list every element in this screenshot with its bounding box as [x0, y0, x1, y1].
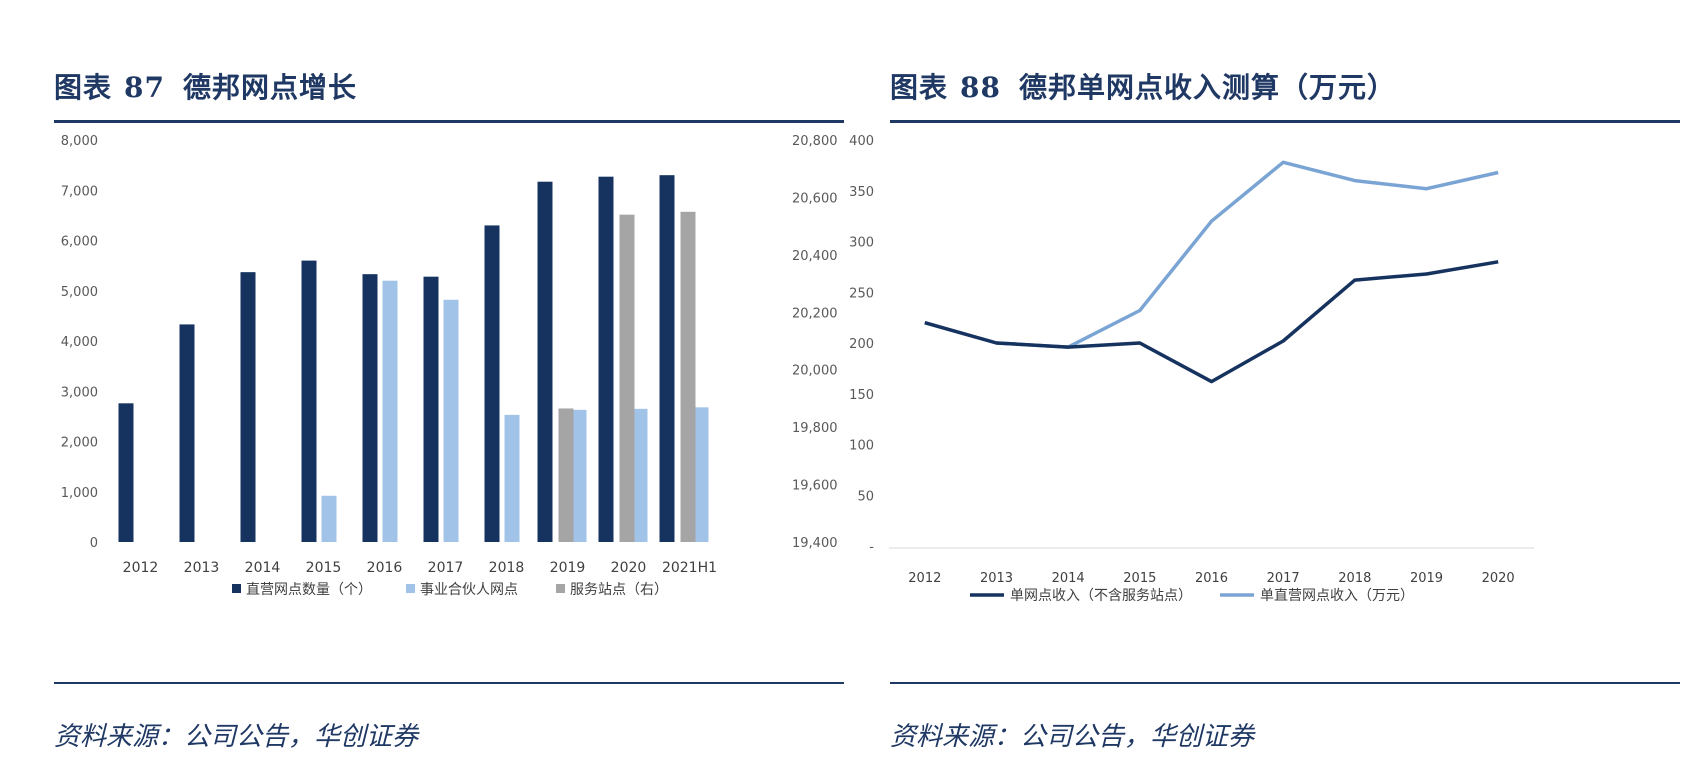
right-title-rule [890, 120, 1680, 123]
bar-station [619, 214, 635, 542]
right-y-tick-label: 20,000 [792, 364, 838, 379]
bar-partner [321, 495, 337, 542]
line-x-tick-label: 2014 [1052, 571, 1085, 586]
line-y-tick-label: 200 [849, 337, 874, 352]
right-y-tick-label: 20,200 [792, 306, 838, 321]
bar-direct [362, 274, 378, 542]
left-y-tick-label: 5,000 [61, 285, 98, 300]
line-y-tick-label: 300 [849, 236, 874, 251]
line-y-tick-label: 400 [849, 134, 874, 149]
left-y-tick-label: 4,000 [61, 335, 98, 350]
left-x-tick-label: 2012 [123, 560, 159, 576]
line-x-tick-label: 2016 [1195, 571, 1228, 586]
left-y-tick-label: 8,000 [61, 134, 98, 149]
left-bottom-rule [54, 682, 844, 684]
bar-station [558, 408, 574, 542]
left-title-prefix: 图表 [54, 71, 113, 104]
left-bar-chart: 0 1,000 2,000 3,000 4,000 5,000 6,000 7,000 8,00… [61, 134, 838, 598]
line-x-tick-label: 2017 [1267, 571, 1300, 586]
bar-direct [301, 260, 317, 542]
line-y-tick-label: 50 [857, 489, 874, 504]
left-source-note: 资料来源：公司公告，华创证券 [54, 722, 419, 752]
left-x-tick-label: 2021H1 [662, 560, 717, 576]
bar-partner [693, 407, 709, 542]
left-panel: 图表 87 德邦网点增长 0 1,000 2,000 3,000 4,000 5,000 6,0… [54, 66, 844, 752]
left-x-tick-label: 2014 [245, 560, 281, 576]
bar-direct [240, 272, 256, 542]
legend-label: 直营网点数量（个） [246, 581, 372, 598]
line-y-tick-label: - [869, 540, 874, 555]
right-source-note: 资料来源：公司公告，华创证券 [890, 722, 1255, 752]
left-chart-title: 图表 87 德邦网点增长 [54, 66, 357, 106]
right-title-prefix: 图表 [890, 71, 949, 104]
right-y-tick-label: 20,600 [792, 191, 838, 206]
left-y-tick-label: 6,000 [61, 235, 98, 250]
legend-swatch-station [556, 584, 565, 593]
series-line-per-direct-outlet [924, 160, 1499, 349]
bar-partner [443, 299, 459, 542]
legend-label: 单直营网点收入（万元） [1260, 587, 1414, 604]
right-y-tick-label: 19,800 [792, 421, 838, 436]
bar-direct [423, 276, 439, 542]
left-x-tick-label: 2018 [489, 560, 525, 576]
line-y-tick-label: 150 [849, 388, 874, 403]
right-y-tick-label: 19,600 [792, 479, 838, 494]
bar-partner [382, 280, 398, 542]
left-title-rule [54, 120, 844, 123]
bar-direct [179, 324, 195, 542]
line-x-tick-label: 2012 [908, 571, 941, 586]
legend-label: 单网点收入（不含服务站点） [1010, 588, 1192, 604]
line-x-tick-label: 2015 [1123, 571, 1156, 586]
legend-swatch-direct [232, 584, 241, 593]
line-x-tick-label: 2020 [1482, 571, 1515, 586]
bar-station [680, 211, 696, 542]
legend-swatch-partner [406, 584, 415, 593]
right-panel: 图表 88 德邦单网点收入测算（万元） - 50 100 150 200 250 300 350 4… [844, 0, 1688, 770]
bar-direct [659, 175, 675, 543]
right-title-text: 德邦单网点收入测算（万元） [1018, 71, 1396, 104]
left-x-tick-label: 2013 [184, 560, 220, 576]
line-y-tick-label: 100 [849, 439, 874, 454]
bar-partner [632, 408, 648, 542]
right-line-chart: - 50 100 150 200 250 300 350 400 2012 2013 2014 2015… [849, 134, 1534, 604]
series-line-per-outlet [924, 260, 1499, 384]
left-x-tick-label: 2020 [611, 560, 647, 576]
right-y-tick-label: 19,400 [792, 536, 838, 551]
right-bottom-rule [890, 682, 1680, 684]
left-y-tick-label: 7,000 [61, 184, 98, 199]
bar-direct [484, 225, 500, 543]
bar-partner [571, 409, 587, 542]
line-y-tick-label: 250 [849, 286, 874, 301]
left-y-tick-label: 1,000 [61, 486, 98, 501]
left-y-tick-label: 0 [90, 536, 98, 551]
left-x-tick-label: 2016 [367, 560, 403, 576]
left-title-text: 德邦网点增长 [182, 71, 357, 104]
line-x-tick-label: 2018 [1338, 571, 1371, 586]
right-title-number: 88 [960, 71, 1001, 104]
right-chart-title: 图表 88 德邦单网点收入测算（万元） [890, 66, 1396, 106]
bar-direct [598, 176, 614, 542]
left-y-tick-label: 3,000 [61, 385, 98, 400]
left-x-tick-label: 2019 [550, 560, 586, 576]
right-y-tick-label: 20,800 [792, 134, 838, 149]
line-x-tick-label: 2013 [980, 571, 1013, 586]
left-x-tick-label: 2015 [306, 560, 342, 576]
left-title-number: 87 [124, 71, 165, 104]
bar-direct [537, 181, 553, 542]
left-y-tick-label: 2,000 [61, 436, 98, 451]
bar-partner [504, 414, 520, 542]
line-y-tick-label: 350 [849, 185, 874, 200]
left-x-tick-label: 2017 [428, 560, 464, 576]
line-x-tick-label: 2019 [1410, 571, 1443, 586]
legend-label: 事业合伙人网点 [420, 582, 518, 598]
right-y-tick-label: 20,400 [792, 249, 838, 264]
legend-label: 服务站点（右） [570, 582, 668, 598]
bar-direct [118, 403, 134, 542]
